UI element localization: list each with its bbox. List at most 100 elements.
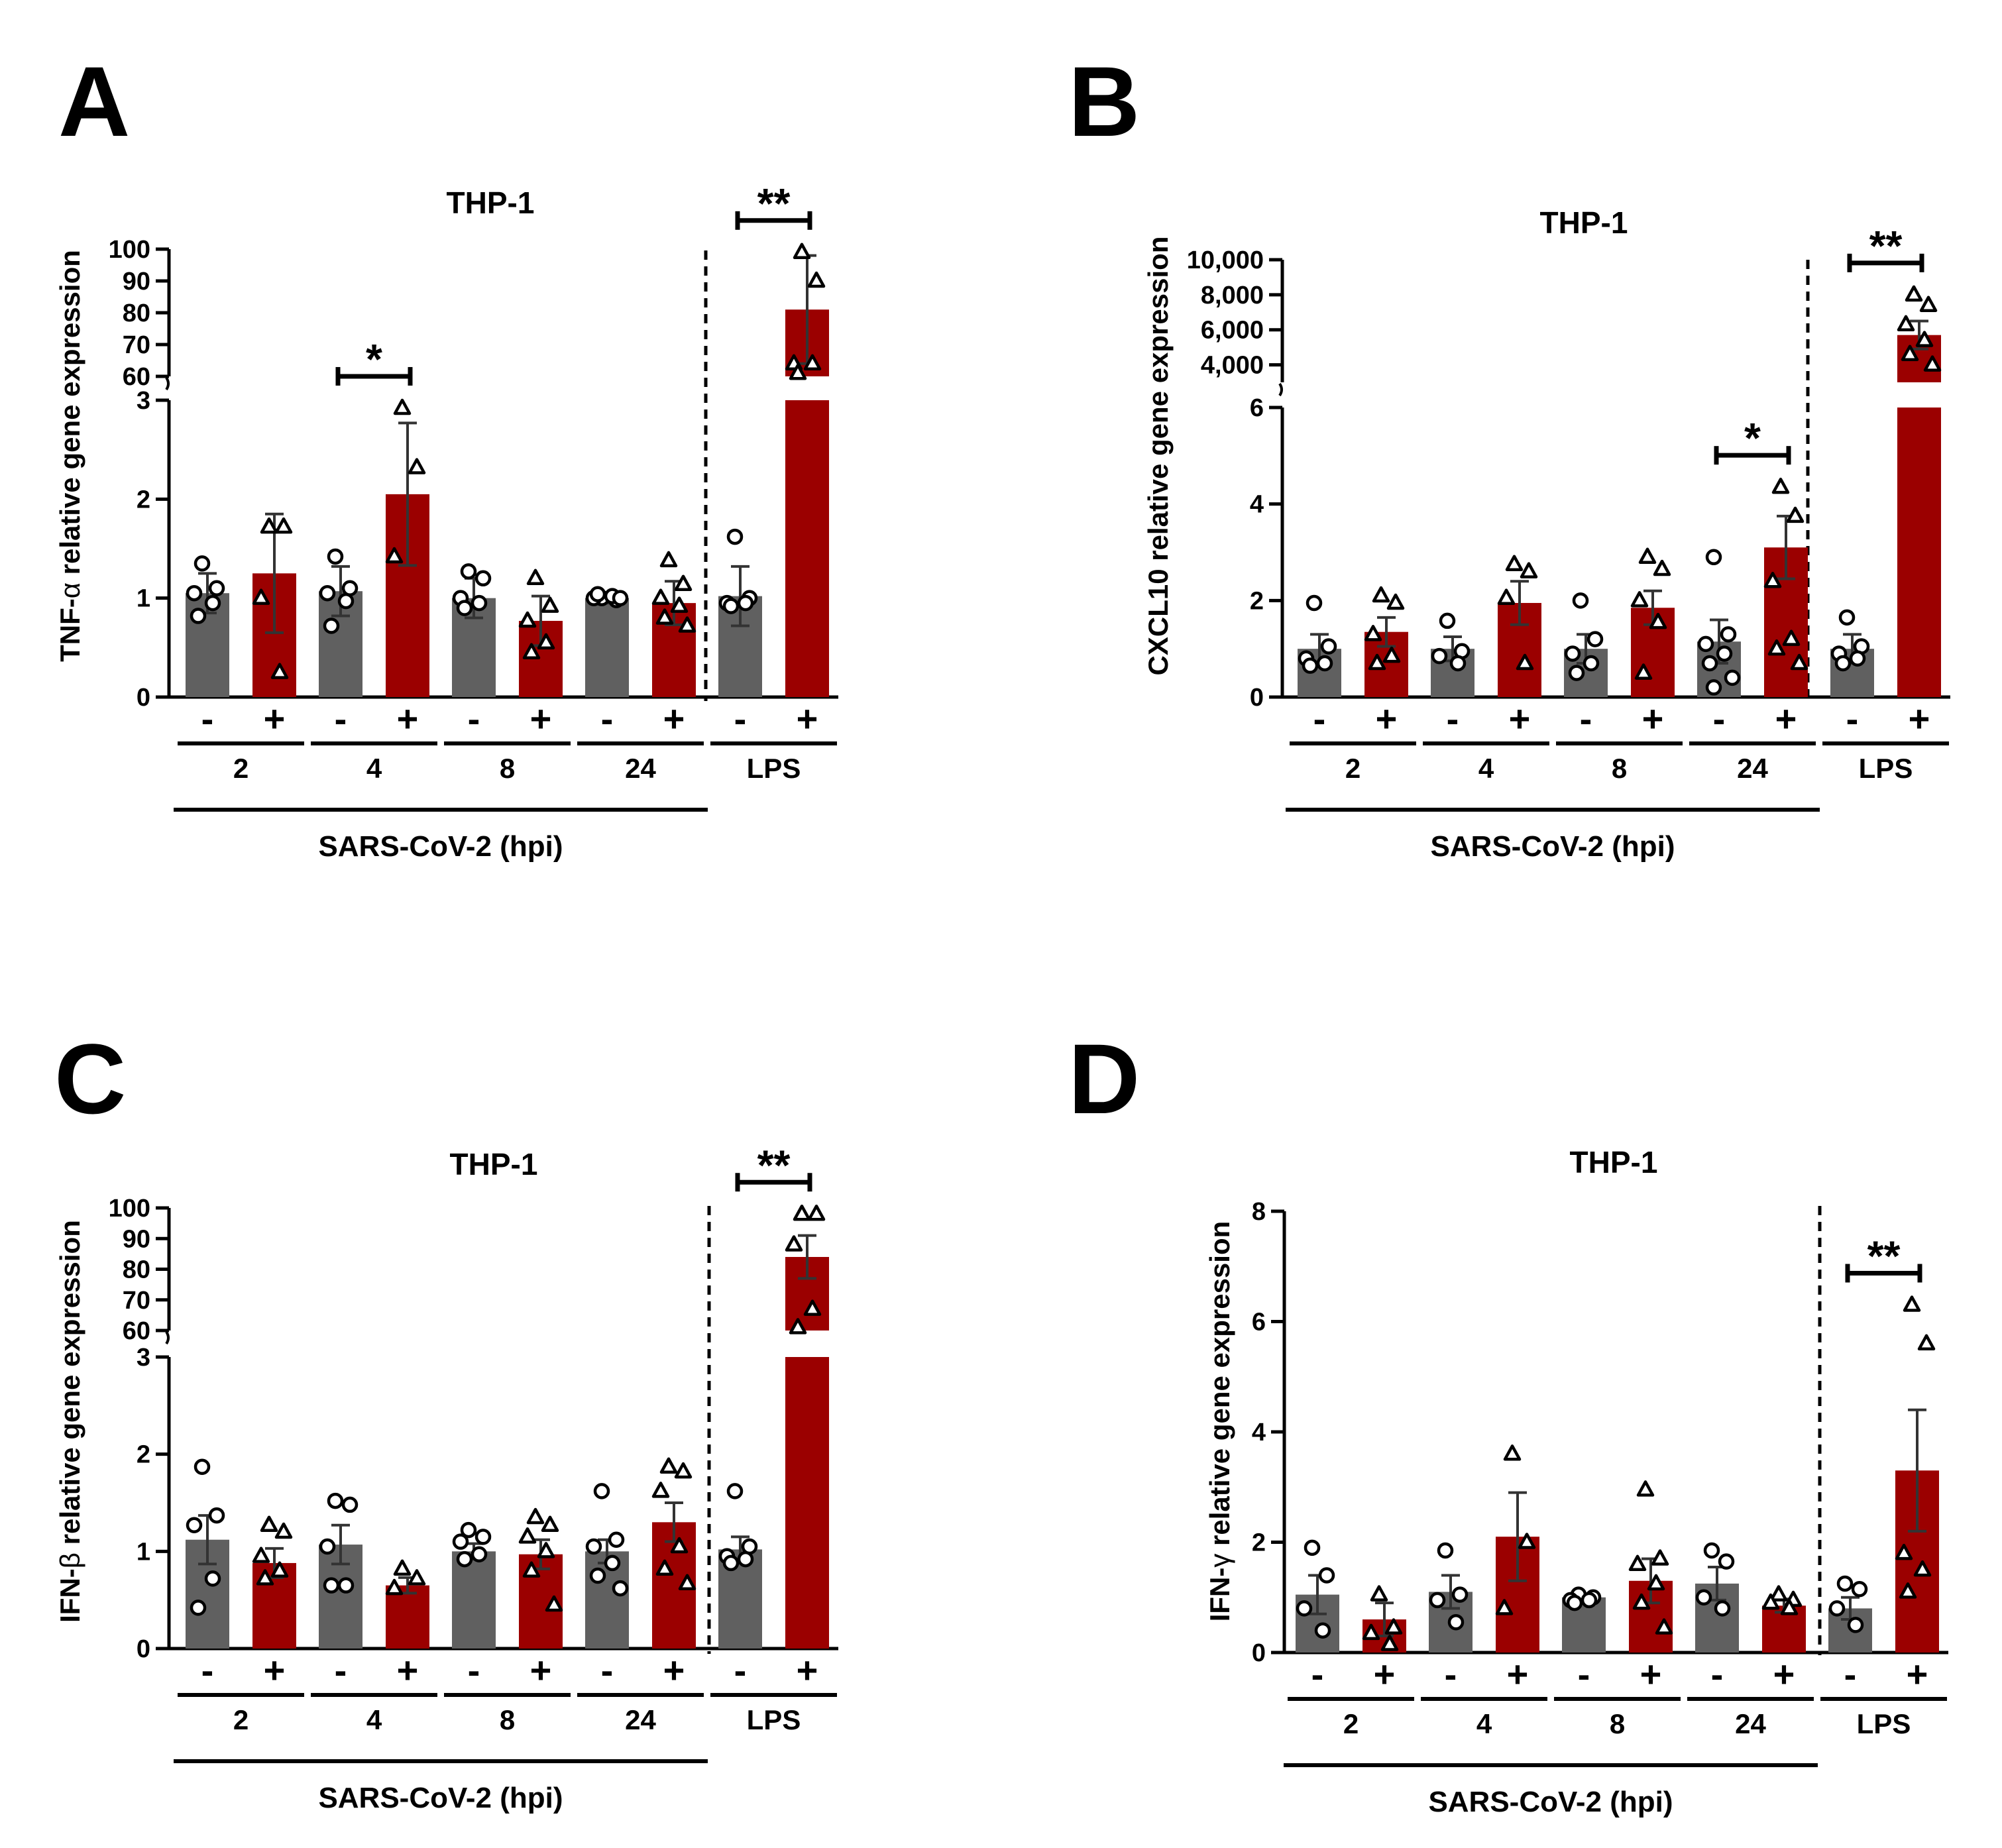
data-point-circle — [1834, 655, 1852, 672]
data-point-circle — [1318, 1567, 1335, 1584]
treatment-sign: - — [201, 1649, 214, 1691]
x-axis-label: SARS-CoV-2 (hpi) — [1430, 830, 1675, 863]
data-point-triangle — [1782, 629, 1801, 646]
data-point-circle — [1847, 1617, 1864, 1633]
data-point-triangle — [793, 243, 811, 260]
data-point-circle — [319, 1538, 336, 1555]
treatment-sign: + — [663, 698, 685, 739]
data-point-circle — [1724, 669, 1741, 686]
data-point-triangle — [1368, 653, 1386, 671]
significance-label: * — [366, 335, 382, 383]
y-tick-label: 1 — [137, 1538, 150, 1566]
treatment-sign: - — [1713, 698, 1726, 739]
x-axis-label: SARS-CoV-2 (hpi) — [318, 830, 563, 863]
y-tick-label: 100 — [109, 1195, 150, 1223]
data-point-circle — [1586, 631, 1604, 647]
data-point-triangle — [526, 569, 545, 586]
data-point-circle — [1437, 1542, 1454, 1559]
y-tick-label: 6 — [1250, 394, 1264, 422]
treatment-sign: + — [1376, 698, 1398, 739]
treatment-sign: + — [397, 1649, 419, 1691]
data-point-triangle — [1915, 331, 1934, 347]
data-point-triangle — [252, 1547, 270, 1563]
data-point-triangle — [793, 1205, 811, 1221]
data-point-circle — [1439, 612, 1456, 629]
data-point-circle — [1431, 647, 1448, 665]
data-point-triangle — [655, 1559, 674, 1576]
significance-label: ** — [1867, 1232, 1901, 1280]
data-point-triangle — [1634, 663, 1653, 680]
data-point-triangle — [526, 1507, 545, 1525]
data-point-triangle — [1372, 586, 1390, 603]
data-point-circle — [1838, 609, 1856, 626]
y-tick-label: 80 — [123, 299, 150, 327]
data-point-circle — [1703, 1542, 1720, 1559]
y-tick-label: 70 — [123, 1287, 150, 1315]
data-point-circle — [323, 618, 340, 634]
data-point-triangle — [1761, 1593, 1780, 1610]
panel-letter: C — [54, 1023, 126, 1134]
data-point-triangle — [385, 1578, 404, 1596]
data-point-triangle — [789, 1318, 807, 1334]
data-point-circle — [593, 1483, 610, 1499]
data-point-circle — [1836, 1575, 1854, 1592]
data-point-circle — [194, 1458, 211, 1475]
treatment-sign: - — [601, 698, 614, 739]
data-point-circle — [1718, 1553, 1735, 1570]
data-point-triangle — [1901, 345, 1919, 361]
chart-panel-a: A THP-1 TNF-α relative gene expression 0 1 2 3… — [54, 46, 838, 863]
data-point-triangle — [1771, 477, 1790, 494]
data-point-triangle — [1786, 506, 1805, 523]
data-point-circle — [452, 1533, 469, 1550]
data-point-circle — [1320, 638, 1337, 655]
data-point-circle — [460, 1521, 477, 1539]
data-point-circle — [1304, 1539, 1321, 1556]
y-tick-label: 4 — [1252, 1419, 1266, 1446]
data-point-triangle — [1769, 1585, 1788, 1602]
data-point-triangle — [803, 1299, 822, 1316]
treatment-sign: - — [734, 1649, 747, 1691]
data-point-triangle — [545, 1595, 563, 1612]
y-tick-label: 90 — [123, 268, 150, 296]
data-point-circle — [1314, 1622, 1331, 1639]
data-point-circle — [337, 1577, 355, 1594]
group-label: 8 — [500, 1704, 515, 1735]
data-point-triangle — [260, 1515, 278, 1532]
data-point-circle — [722, 1554, 740, 1572]
data-point-circle — [1695, 1589, 1712, 1605]
data-point-circle — [1828, 1600, 1846, 1617]
y-tick-label: 80 — [123, 1256, 150, 1284]
data-point-triangle — [522, 643, 541, 660]
treatment-sign: - — [1447, 698, 1459, 739]
data-point-circle — [1447, 1613, 1465, 1631]
data-point-triangle — [270, 1561, 289, 1578]
data-point-triangle — [1636, 1480, 1655, 1497]
data-point-circle — [1564, 645, 1581, 662]
data-point-triangle — [252, 588, 270, 605]
group-label: 2 — [233, 753, 249, 784]
y-tick-label: 60 — [123, 1317, 150, 1345]
data-point-triangle — [522, 1561, 541, 1578]
group-label: 4 — [366, 1704, 382, 1735]
data-point-circle — [1306, 594, 1323, 612]
data-point-circle — [341, 580, 359, 596]
group-label: 4 — [1476, 1708, 1492, 1739]
treatment-sign: - — [201, 698, 214, 739]
data-point-circle — [722, 598, 740, 614]
data-point-triangle — [518, 1527, 537, 1544]
data-point-circle — [319, 584, 336, 602]
panel-letter: D — [1068, 1023, 1140, 1134]
data-point-triangle — [670, 596, 689, 613]
data-point-circle — [1697, 635, 1714, 653]
axis-break-mark — [165, 376, 170, 391]
treatment-sign: + — [1642, 698, 1664, 739]
data-point-triangle — [655, 608, 674, 625]
data-point-circle — [1572, 592, 1589, 609]
treatment-sign: + — [797, 698, 818, 739]
group-label: 24 — [625, 753, 656, 784]
data-point-circle — [1568, 665, 1585, 681]
data-point-triangle — [1497, 588, 1516, 605]
group-label: LPS — [1857, 1708, 1911, 1739]
